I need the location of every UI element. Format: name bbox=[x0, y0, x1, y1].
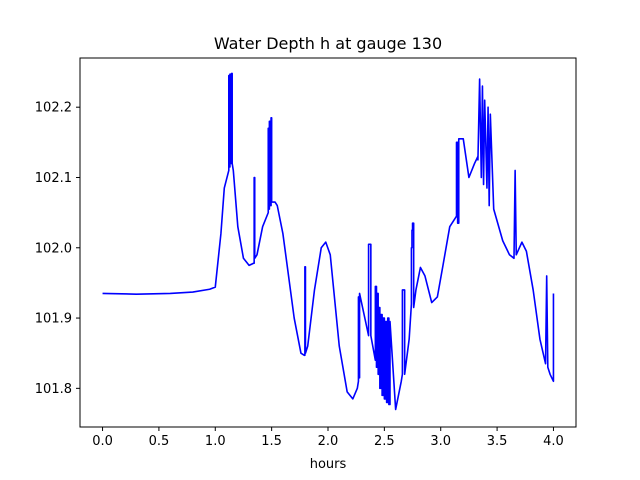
y-axis: 101.8 101.9 102.0 102.1 102.2 bbox=[35, 101, 80, 397]
y-tick-label: 101.8 bbox=[35, 382, 72, 397]
x-tick-label: 4.0 bbox=[543, 434, 564, 449]
x-tick-label: 2.5 bbox=[374, 434, 395, 449]
x-tick-label: 2.0 bbox=[318, 434, 339, 449]
y-tick-label: 101.9 bbox=[35, 312, 72, 327]
chart-title: Water Depth h at gauge 130 bbox=[214, 34, 442, 53]
series-line bbox=[102, 72, 555, 411]
x-axis-label: hours bbox=[310, 457, 347, 472]
x-tick-label: 0.5 bbox=[149, 434, 170, 449]
x-axis: 0.0 0.5 1.0 1.5 2.0 2.5 3.0 3.5 4.0 bbox=[92, 427, 564, 449]
y-tick-label: 102.1 bbox=[35, 171, 72, 186]
y-tick-label: 102.2 bbox=[35, 101, 72, 116]
x-tick-label: 1.5 bbox=[261, 434, 282, 449]
x-tick-label: 0.0 bbox=[92, 434, 113, 449]
x-tick-label: 1.0 bbox=[205, 434, 226, 449]
x-tick-label: 3.5 bbox=[487, 434, 508, 449]
y-tick-label: 102.0 bbox=[35, 241, 72, 256]
x-tick-label: 3.0 bbox=[430, 434, 451, 449]
